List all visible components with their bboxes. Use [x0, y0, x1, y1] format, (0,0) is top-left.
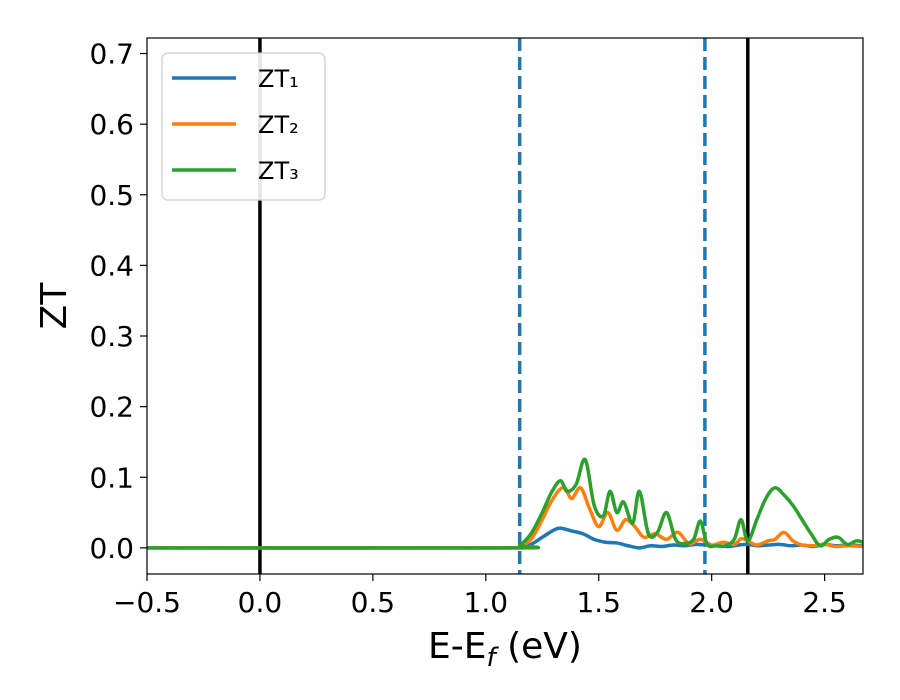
- y-axis-title: ZT: [34, 282, 75, 330]
- y-tick-label: 0.4: [89, 249, 134, 282]
- series-line-1: [146, 526, 864, 550]
- x-axis-ticks: −0.5 0.0 0.5 1.0 1.5 2.0 2.5: [113, 574, 847, 619]
- y-tick-label: 0.1: [89, 461, 134, 494]
- x-axis-title-main: E-E: [428, 626, 486, 667]
- x-tick-label: 0.5: [351, 586, 396, 619]
- legend: ZT₁ ZT₂ ZT₃: [161, 52, 326, 201]
- plot-frame: [146, 37, 864, 575]
- x-tick-label: −0.5: [113, 586, 181, 619]
- vertical-reference-lines: [258, 38, 750, 574]
- x-axis-title-unit: (eV): [496, 626, 582, 667]
- y-tick-label: 0.5: [89, 179, 134, 212]
- y-tick-label: 0.0: [89, 532, 134, 565]
- x-tick-label: 1.5: [576, 586, 621, 619]
- legend-label-1: ZT₁: [258, 65, 299, 93]
- y-tick-label: 0.7: [89, 38, 134, 71]
- x-tick-label: 1.0: [464, 586, 509, 619]
- y-tick-label: 0.6: [89, 108, 134, 141]
- legend-label-2: ZT₂: [258, 111, 299, 139]
- y-tick-label: 0.2: [89, 391, 134, 424]
- x-axis-title: E-Ef (eV): [428, 626, 582, 673]
- series-line-2: [146, 485, 864, 550]
- x-tick-label: 2.0: [689, 586, 734, 619]
- series-line-3: [146, 457, 864, 550]
- legend-label-3: ZT₃: [258, 157, 299, 185]
- y-axis-ticks: 0.0 0.1 0.2 0.3 0.4 0.5 0.6 0.7: [89, 38, 147, 565]
- x-tick-label: 0.0: [238, 586, 283, 619]
- x-tick-label: 2.5: [802, 586, 847, 619]
- series-lines: [146, 457, 864, 550]
- legend-box: [161, 52, 326, 201]
- y-tick-label: 0.3: [89, 320, 134, 353]
